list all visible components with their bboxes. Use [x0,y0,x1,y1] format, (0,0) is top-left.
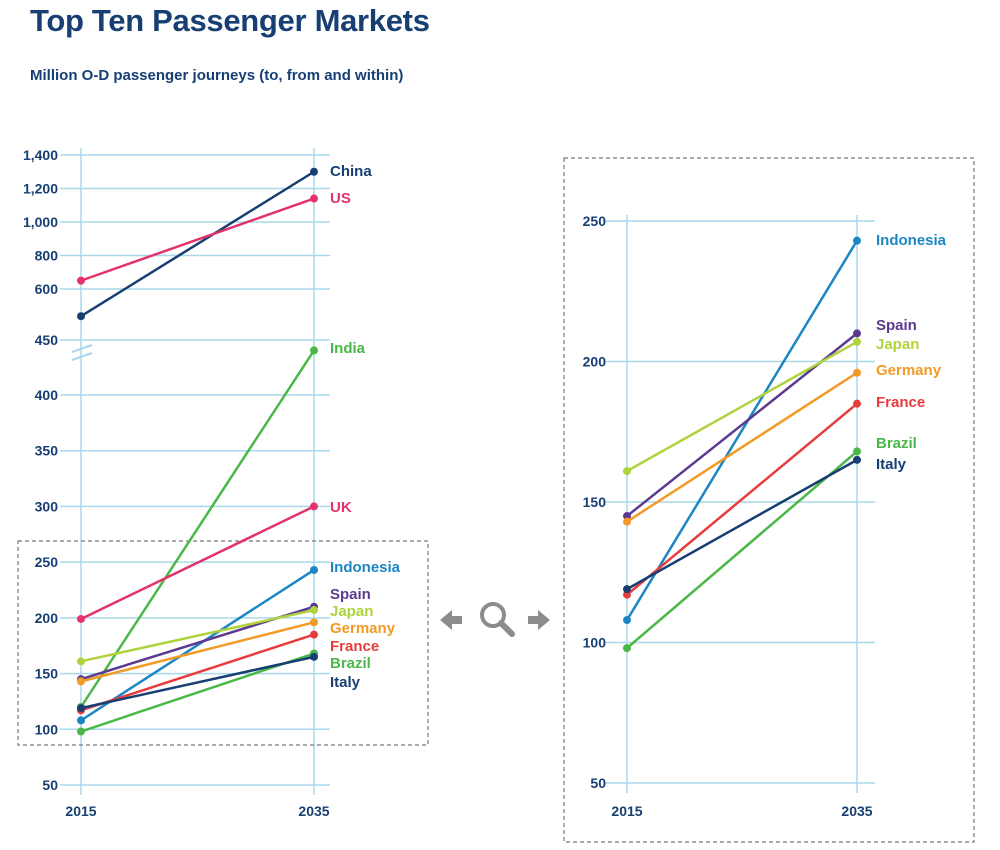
data-point-japan-2035 [310,606,318,615]
data-point-germany-2015 [77,677,85,686]
data-point-us-2015 [77,276,85,285]
data-point-brazil-2015 [77,727,85,736]
magnifier-lens-icon [480,602,506,628]
chart-subtitle: Million O-D passenger journeys (to, from… [30,67,404,84]
x-tick-label: 2035 [841,803,872,819]
y-tick-label: 300 [35,498,59,514]
y-tick-label: 600 [35,281,59,297]
data-point-uk-2015 [77,614,85,623]
y-tick-label: 1,400 [23,147,58,163]
zoom-data-point-indonesia-2015 [623,616,631,625]
zoom-data-point-italy-2035 [853,455,861,464]
zoom-data-point-france-2015 [623,590,631,599]
zoom-data-point-spain-2015 [623,512,631,521]
zoom-series-label-indonesia: Indonesia [876,232,947,249]
zoom-series-line-germany [626,371,858,523]
series-label-japan: Japan [330,603,373,620]
zoom-data-point-brazil-2015 [623,644,631,653]
zoom-data-point-france-2035 [853,399,861,408]
data-point-indonesia-2015 [77,716,85,725]
zoom-series-label-italy: Italy [876,456,907,473]
series-label-spain: Spain [330,586,371,603]
zoom-data-point-germany-2015 [623,517,631,526]
series-line-italy [80,655,315,710]
x-tick-label: 2015 [611,803,642,819]
zoom-series-label-france: France [876,394,925,411]
zoom-data-point-spain-2035 [853,329,861,338]
y-tick-label: 150 [35,666,59,682]
zoom-region-box [17,540,429,746]
zoom-series-line-france [626,402,858,596]
zoom-series-line-japan [626,340,858,473]
y-tick-label: 100 [583,635,607,651]
y-tick-label: 250 [583,213,607,229]
data-point-germany-2035 [310,618,318,627]
y-tick-label: 1,200 [23,181,58,197]
y-tick-label: 200 [583,354,607,370]
data-point-italy-2015 [77,704,85,713]
series-line-france [80,633,315,712]
y-tick-label: 250 [35,554,59,570]
x-tick-label: 2035 [298,803,329,819]
zoom-series-label-brazil: Brazil [876,435,917,452]
y-tick-label: 100 [35,721,59,737]
zoom-series-line-brazil [626,450,858,650]
zoom-series-label-japan: Japan [876,336,919,353]
zoom-series-line-italy [626,458,858,591]
series-label-france: France [330,638,379,655]
y-tick-label: 200 [35,610,59,626]
data-point-india-2035 [310,346,318,355]
series-label-uk: UK [330,499,352,516]
series-line-china [80,170,315,318]
data-point-china-2015 [77,312,85,321]
zoom-data-point-indonesia-2035 [853,236,861,245]
series-label-indonesia: Indonesia [330,559,401,576]
series-line-uk [80,505,315,621]
zoom-data-point-japan-2035 [853,337,861,346]
y-tick-label: 50 [590,775,606,791]
y-tick-label: 1,000 [23,214,58,230]
axis-break-mark [71,344,93,353]
arrow-right-icon [528,610,550,630]
data-point-us-2035 [310,194,318,203]
x-tick-label: 2015 [65,803,96,819]
series-label-india: India [330,340,366,357]
series-line-india [79,349,316,708]
data-point-indonesia-2035 [310,565,318,574]
y-tick-label: 800 [35,248,59,264]
y-tick-label: 50 [42,777,58,793]
series-label-italy: Italy [330,674,361,691]
series-label-germany: Germany [330,620,396,637]
zoom-data-point-italy-2015 [623,585,631,594]
data-point-china-2035 [310,167,318,176]
zoom-series-label-spain: Spain [876,317,917,334]
y-tick-label: 150 [583,494,607,510]
series-line-indonesia [80,568,315,722]
series-line-germany [80,621,315,683]
zoom-series-line-indonesia [625,240,859,621]
series-line-us [80,197,315,282]
series-line-japan [80,608,315,663]
y-tick-label: 400 [35,387,59,403]
data-point-japan-2015 [77,657,85,666]
zoom-data-point-germany-2035 [853,368,861,377]
chart-title: Top Ten Passenger Markets [30,3,430,38]
zoom-series-label-germany: Germany [876,362,942,379]
zoom-data-point-brazil-2035 [853,447,861,456]
arrow-left-icon [440,610,462,630]
series-label-brazil: Brazil [330,655,371,672]
zoom-panel-box [563,157,975,843]
data-point-italy-2035 [310,652,318,661]
axis-break-mark [71,352,93,361]
series-label-us: US [330,190,351,207]
y-tick-label: 350 [35,443,59,459]
zoom-data-point-japan-2015 [623,467,631,476]
data-point-uk-2035 [310,502,318,511]
magnifier-handle-icon [498,620,515,637]
data-point-france-2035 [310,630,318,639]
magnifier-icon [440,602,550,637]
series-label-china: China [330,163,372,180]
y-tick-label: 450 [35,332,59,348]
